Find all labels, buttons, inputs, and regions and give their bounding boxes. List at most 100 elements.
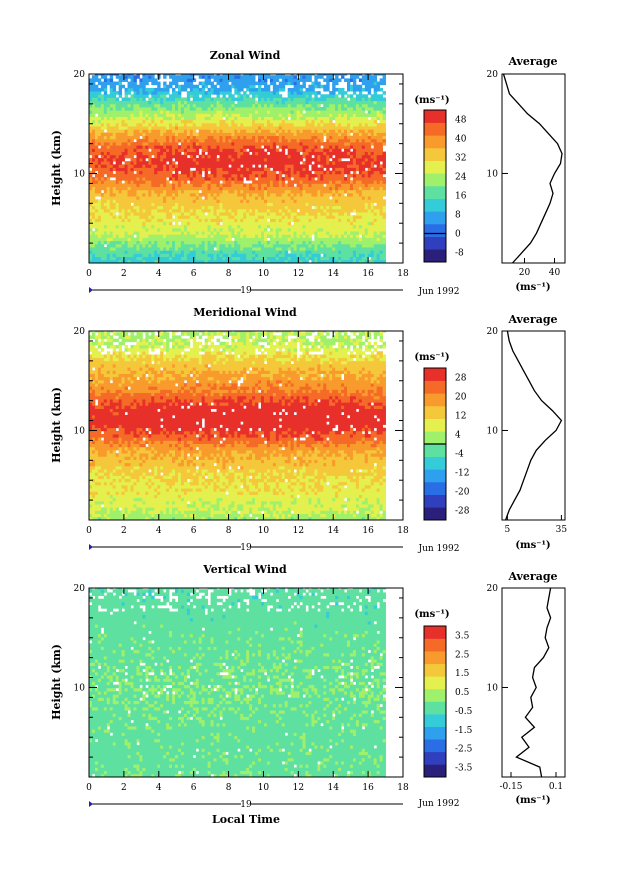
- zonal-heatmap-cell: [234, 145, 238, 149]
- zonal-heatmap-cell: [335, 132, 339, 137]
- zonal-heatmap-cell: [269, 126, 274, 130]
- zonal-heatmap-cell: [192, 129, 197, 133]
- zonal-heatmap-cell: [305, 138, 309, 143]
- zonal-heatmap-cell: [121, 253, 125, 258]
- zonal-heatmap-cell: [216, 196, 220, 200]
- zonal-heatmap-cell: [121, 189, 125, 194]
- zonal-heatmap-cell: [213, 199, 217, 203]
- zonal-heatmap-cell: [335, 148, 339, 152]
- zonal-heatmap-cell: [275, 234, 280, 238]
- zonal-heatmap-cell: [157, 221, 161, 226]
- zonal-heatmap-cell: [100, 240, 105, 245]
- zonal-heatmap-cell: [133, 202, 137, 207]
- zonal-heatmap-cell: [166, 154, 170, 159]
- zonal-heatmap-cell: [347, 250, 351, 254]
- zonal-heatmap-cell: [204, 81, 209, 86]
- zonal-heatmap-cell: [255, 227, 259, 232]
- zonal-heatmap-cell: [160, 132, 164, 137]
- zonal-heatmap-cell: [133, 186, 137, 191]
- zonal-heatmap-cell: [287, 240, 292, 245]
- zonal-heatmap-cell: [115, 103, 120, 108]
- zonal-heatmap-cell: [100, 212, 105, 216]
- zonal-heatmap-cell: [139, 189, 143, 194]
- zonal-heatmap-cell: [263, 107, 268, 111]
- zonal-heatmap-cell: [326, 107, 330, 111]
- zonal-heatmap-cell: [249, 227, 253, 232]
- zonal-heatmap-cell: [311, 142, 315, 146]
- zonal-heatmap-cell: [89, 231, 93, 235]
- zonal-heatmap-cell: [139, 183, 143, 187]
- zonal-heatmap-cell: [237, 173, 241, 178]
- zonal-heatmap-cell: [186, 135, 191, 140]
- zonal-heatmap-cell: [275, 78, 280, 82]
- zonal-heatmap-cell: [172, 243, 176, 248]
- zonal-heatmap-cell: [154, 247, 158, 251]
- zonal-heatmap-cell: [269, 157, 274, 162]
- zonal-heatmap-cell: [261, 208, 265, 213]
- zonal-heatmap-cell: [145, 215, 149, 219]
- zonal-heatmap-cell: [169, 138, 173, 143]
- zonal-heatmap-cell: [219, 177, 223, 181]
- zonal-heatmap-cell: [222, 91, 226, 95]
- zonal-heatmap-cell: [151, 126, 155, 130]
- zonal-heatmap-cell: [216, 142, 220, 146]
- zonal-heatmap-cell: [192, 177, 197, 181]
- zonal-heatmap-cell: [284, 110, 289, 114]
- zonal-heatmap-cell: [278, 132, 283, 137]
- zonal-heatmap-cell: [175, 107, 179, 111]
- zonal-heatmap-cell: [195, 74, 200, 76]
- zonal-heatmap-cell: [142, 224, 146, 229]
- zonal-heatmap-cell: [219, 183, 223, 187]
- zonal-heatmap-cell: [326, 189, 330, 194]
- zonal-heatmap-cell: [231, 177, 235, 181]
- zonal-heatmap-cell: [180, 224, 185, 229]
- zonal-heatmap-cell: [115, 97, 120, 102]
- zonal-heatmap-cell: [225, 250, 229, 254]
- zonal-heatmap-cell: [332, 78, 336, 82]
- zonal-heatmap-cell: [177, 215, 182, 219]
- zonal-heatmap-cell: [305, 205, 309, 210]
- zonal-heatmap-cell: [234, 186, 238, 191]
- zonal-heatmap-cell: [94, 154, 99, 159]
- zonal-heatmap-cell: [180, 103, 185, 108]
- zonal-heatmap-cell: [115, 227, 120, 232]
- zonal-heatmap-cell: [169, 212, 173, 216]
- zonal-heatmap-cell: [335, 221, 339, 226]
- zonal-heatmap-cell: [115, 135, 120, 140]
- zonal-heatmap-cell: [293, 75, 297, 79]
- zonal-heatmap-cell: [157, 250, 161, 254]
- zonal-heatmap-cell: [296, 138, 300, 143]
- zonal-heatmap-cell: [299, 148, 303, 152]
- zonal-heatmap-cell: [177, 199, 182, 203]
- zonal-heatmap-cell: [157, 243, 161, 248]
- zonal-heatmap-cell: [255, 183, 259, 187]
- zonal-heatmap-cell: [275, 97, 280, 102]
- zonal-heatmap-cell: [157, 107, 161, 111]
- zonal-heatmap-cell: [263, 218, 268, 223]
- zonal-heatmap-cell: [139, 142, 143, 146]
- zonal-heatmap-cell: [293, 170, 297, 175]
- zonal-heatmap-cell: [183, 243, 188, 248]
- zonal-heatmap-cell: [305, 243, 309, 248]
- zonal-heatmap-cell: [317, 192, 321, 197]
- zonal-heatmap-cell: [94, 212, 99, 216]
- zonal-heatmap-cell: [240, 129, 244, 133]
- zonal-heatmap-cell: [299, 221, 303, 226]
- zonal-heatmap-cell: [263, 199, 268, 203]
- zonal-heatmap-cell: [320, 183, 324, 187]
- zonal-heatmap-cell: [195, 196, 200, 200]
- zonal-heatmap-cell: [172, 116, 176, 121]
- zonal-heatmap-cell: [302, 231, 306, 235]
- zonal-heatmap-cell: [177, 78, 182, 82]
- zonal-heatmap-cell: [240, 138, 244, 143]
- zonal-heatmap-cell: [198, 161, 203, 165]
- zonal-heatmap-cell: [112, 100, 117, 105]
- zonal-heatmap-cell: [136, 205, 140, 210]
- zonal-heatmap-cell: [269, 107, 274, 111]
- zonal-heatmap-cell: [189, 78, 194, 82]
- zonal-heatmap-cell: [338, 151, 342, 156]
- zonal-heatmap-cell: [124, 78, 128, 82]
- zonal-heatmap-cell: [109, 119, 114, 124]
- zonal-heatmap-cell: [169, 224, 173, 229]
- zonal-heatmap-cell: [169, 227, 173, 232]
